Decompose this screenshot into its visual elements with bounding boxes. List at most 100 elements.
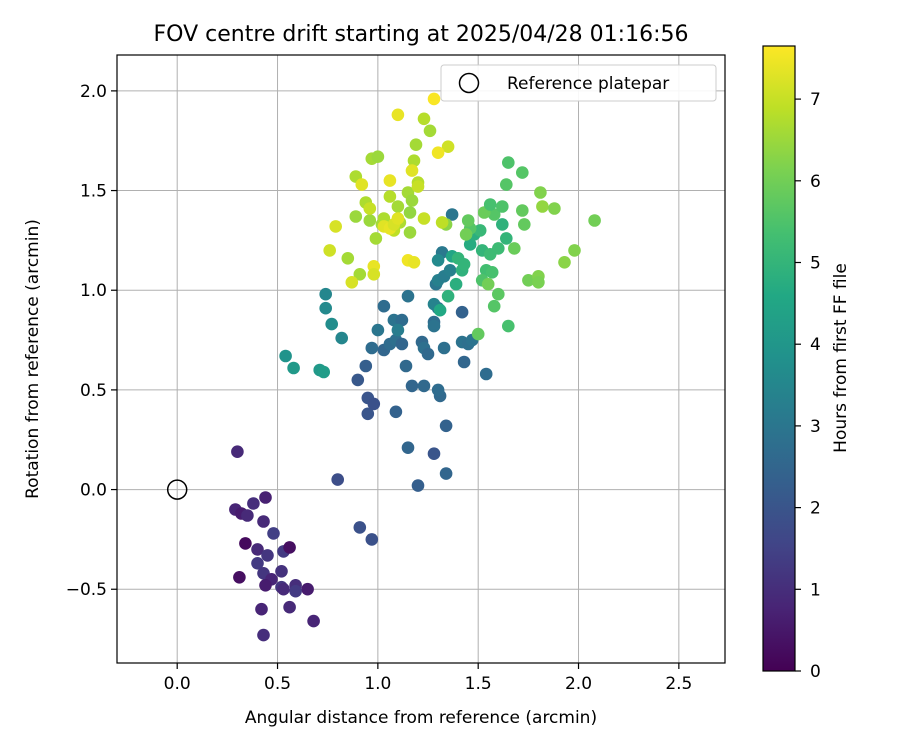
scatter-point bbox=[395, 337, 409, 351]
scatter-point bbox=[345, 276, 359, 289]
scatter-point bbox=[403, 206, 417, 219]
scatter-point bbox=[319, 301, 333, 315]
scatter-point bbox=[335, 331, 349, 345]
scatter-point bbox=[492, 287, 505, 301]
scatter-point bbox=[403, 226, 417, 239]
x-tick-label: 2.0 bbox=[565, 674, 592, 694]
scatter-point bbox=[427, 92, 441, 106]
scatter-point bbox=[391, 200, 405, 213]
scatter-point bbox=[355, 178, 369, 191]
scatter-point bbox=[588, 214, 601, 227]
colorbar-tick-label: 5 bbox=[810, 254, 821, 274]
scatter-point bbox=[365, 341, 379, 355]
scatter-point bbox=[522, 274, 535, 287]
x-tick-label: 1.5 bbox=[465, 674, 492, 694]
scatter-point bbox=[502, 156, 515, 169]
scatter-point bbox=[391, 108, 405, 122]
scatter-point bbox=[371, 323, 385, 337]
x-axis-label: Angular distance from reference (arcmin) bbox=[245, 708, 597, 728]
scatter-point bbox=[558, 255, 571, 269]
scatter-point bbox=[437, 341, 451, 355]
y-tick-label: 1.5 bbox=[80, 182, 107, 202]
scatter-point bbox=[369, 232, 383, 245]
scatter-point bbox=[496, 218, 509, 231]
legend-reference-label: Reference platepar bbox=[507, 74, 669, 94]
scatter-point bbox=[534, 186, 547, 199]
scatter-point bbox=[459, 228, 473, 241]
scatter-point bbox=[508, 242, 521, 255]
scatter-point bbox=[441, 140, 455, 153]
scatter-point bbox=[259, 579, 272, 592]
scatter-point bbox=[257, 515, 270, 528]
scatter-point bbox=[502, 319, 515, 333]
scatter-point bbox=[487, 208, 501, 221]
scatter-point bbox=[463, 238, 477, 251]
scatter-point bbox=[389, 405, 403, 419]
scatter-point bbox=[532, 276, 545, 289]
scatter-point bbox=[317, 365, 331, 379]
scatter-point bbox=[471, 327, 485, 341]
scatter-point bbox=[536, 200, 549, 213]
scatter-point bbox=[233, 571, 246, 584]
scatter-point bbox=[283, 600, 296, 614]
scatter-point bbox=[341, 251, 355, 265]
scatter-point bbox=[409, 138, 423, 151]
scatter-point bbox=[407, 154, 421, 167]
y-axis-ticks: −0.5 0.0 0.5 1.0 1.5 2.0 bbox=[66, 82, 117, 600]
scatter-point bbox=[449, 277, 463, 291]
scatter-point bbox=[261, 549, 274, 562]
y-tick-label: 1.0 bbox=[80, 281, 107, 301]
scatter-point bbox=[367, 397, 381, 411]
scatter-point bbox=[435, 216, 449, 229]
legend-reference-marker bbox=[458, 72, 480, 94]
scatter-point bbox=[548, 202, 561, 215]
scatter-point bbox=[405, 194, 419, 207]
colorbar-tick-label: 4 bbox=[810, 335, 821, 355]
colorbar-tick-label: 0 bbox=[810, 662, 821, 682]
colorbar-tick-label: 3 bbox=[810, 417, 821, 437]
scatter-point bbox=[365, 533, 379, 546]
scatter-point bbox=[383, 174, 397, 187]
scatter-point bbox=[433, 303, 447, 317]
scatter-point bbox=[307, 614, 320, 628]
y-tick-label: 2.0 bbox=[80, 82, 107, 102]
colorbar-tick-label: 1 bbox=[810, 580, 821, 600]
x-tick-label: 1.0 bbox=[364, 674, 391, 694]
x-tick-label: 0.0 bbox=[164, 674, 191, 694]
scatter-point bbox=[283, 541, 296, 554]
scatter-point bbox=[483, 198, 497, 211]
scatter-point bbox=[516, 204, 529, 217]
scatter-point bbox=[331, 473, 345, 486]
scatter-point bbox=[231, 445, 244, 459]
scatter-point bbox=[568, 244, 581, 257]
scatter-point bbox=[361, 407, 375, 421]
data-points bbox=[229, 92, 601, 642]
scatter-point bbox=[500, 232, 513, 245]
plot-area-frame bbox=[116, 54, 726, 664]
scatter-point bbox=[251, 557, 264, 570]
legend-box bbox=[440, 64, 717, 102]
scatter-point bbox=[496, 200, 509, 213]
y-tick-label: 0.0 bbox=[80, 481, 107, 501]
scatter-point bbox=[391, 323, 405, 337]
scatter-point bbox=[351, 373, 365, 387]
scatter-point bbox=[363, 202, 377, 215]
colorbar-gradient bbox=[762, 45, 796, 672]
scatter-point bbox=[251, 543, 264, 556]
colorbar: 0 1 2 3 4 5 6 7 Hours from first FF file bbox=[762, 45, 851, 682]
scatter-point bbox=[417, 212, 431, 225]
scatter-point bbox=[405, 164, 419, 177]
scatter-point bbox=[325, 317, 339, 331]
scatter-point bbox=[391, 212, 405, 225]
scatter-point bbox=[259, 491, 272, 504]
x-tick-label: 2.5 bbox=[665, 674, 692, 694]
scatter-point bbox=[417, 379, 431, 393]
scatter-point bbox=[371, 150, 385, 163]
scatter-point bbox=[439, 467, 453, 480]
scatter-point bbox=[431, 253, 445, 267]
scatter-point bbox=[255, 602, 268, 616]
scatter-point bbox=[411, 180, 425, 193]
scatter-point bbox=[383, 190, 397, 203]
y-tick-label: −0.5 bbox=[66, 580, 107, 600]
